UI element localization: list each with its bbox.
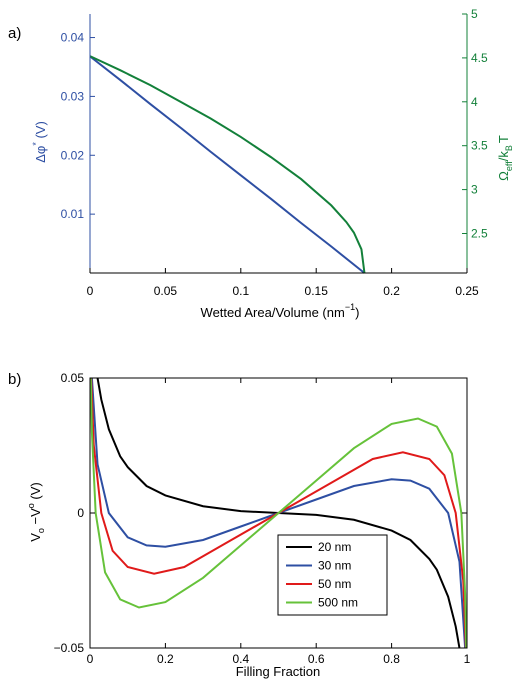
panel-b-y-axis-label-sub: o xyxy=(36,528,46,533)
panel-a-series-right-line xyxy=(89,55,366,274)
panel-b-y-axis-label: Vo −Vo (V) xyxy=(26,482,46,542)
panel-a-x-tick-label: 0.25 xyxy=(455,284,479,298)
panel-a-y-right-tick-label: 4.5 xyxy=(471,51,488,65)
panel-b-legend-entry: 50 nm xyxy=(318,577,351,591)
panel-a-y-right-ticks: 2.5 3 3.5 4 4.5 5 xyxy=(462,7,488,240)
panel-a-y-left-tick-label: 0.01 xyxy=(61,207,85,221)
panel-a-x-axis-label: Wetted Area/Volume (nm−1) xyxy=(201,302,360,320)
panel-a-x-tick-label: 0.15 xyxy=(305,284,329,298)
panel-b-legend: 20 nm 30 nm 50 nm 500 nm xyxy=(277,534,388,616)
panel-a-y-left-axis-label-sup: * xyxy=(31,142,41,146)
panel-a-x-tick-label: 0.2 xyxy=(383,284,400,298)
panel-a-x-axis-label-main: Wetted Area/Volume (nm xyxy=(201,305,345,320)
panel-a-y-left-tick-label: 0.03 xyxy=(61,89,85,103)
panel-a-x-tick-label: 0 xyxy=(87,284,94,298)
panel-b-y-axis-label-sup: o xyxy=(26,503,36,508)
panel-b-y-tick-label: 0.05 xyxy=(61,371,85,385)
panel-b-y-tick-label: −0.05 xyxy=(54,641,85,655)
panel-a-x-ticks: 0 0.05 0.1 0.15 0.2 0.25 xyxy=(87,268,479,298)
panel-b-x-tick-label: 0.4 xyxy=(232,652,249,666)
panel-a-x-axis-label-exponent: −1 xyxy=(345,302,355,312)
panel-b-x-tick-label: 0.6 xyxy=(308,652,325,666)
panel-a-y-left-axis-label-unit: (V) xyxy=(33,121,48,142)
panel-a-x-tick-label: 0.05 xyxy=(154,284,178,298)
panel-a-x-axis-label-close: ) xyxy=(355,305,359,320)
panel-b-legend-box xyxy=(277,534,388,616)
panel-a: a) 0 0.05 0.1 0.15 0.2 0.25 0.010.020.030.04 … xyxy=(8,7,514,320)
panel-b-x-ticks: 0 0.2 0.4 0.6 0.8 1 xyxy=(87,378,471,666)
panel-a-series xyxy=(89,55,366,274)
panel-b-x-tick-label: 0 xyxy=(87,652,94,666)
panel-b-y-axis-label-main: V xyxy=(28,533,43,542)
panel-a-y-right-tick-label: 5 xyxy=(471,7,478,21)
panel-b-y-axis-label-mid: −V xyxy=(28,508,43,528)
panel-b-y-tick-label: 0 xyxy=(77,506,84,520)
panel-a-y-right-axis-label: Ωeff/kBT xyxy=(496,135,514,181)
panel-b-legend-entry: 500 nm xyxy=(318,596,358,610)
panel-b-x-axis-label: Filling Fraction xyxy=(236,664,321,679)
panel-a-label: a) xyxy=(8,25,21,42)
panel-a-axes xyxy=(89,14,468,274)
panel-a-y-left-tick-label: 0.02 xyxy=(61,148,85,162)
panel-a-y-right-tick-label: 4 xyxy=(471,95,478,109)
panel-b-label: b) xyxy=(8,371,21,388)
panel-a-y-left-axis-label-main: Δφ xyxy=(33,146,48,163)
panel-a-y-right-tick-label: 3.5 xyxy=(471,139,488,153)
panel-a-x-tick-label: 0.1 xyxy=(232,284,249,298)
panel-a-y-right-axis-label-tail: T xyxy=(496,135,511,143)
panel-a-y-right-axis-label-main: Ω xyxy=(496,171,511,181)
panel-a-y-left-tick-label: 0.04 xyxy=(61,31,85,45)
panel-b-series-line-3 xyxy=(90,378,467,648)
panel-b-legend-entry: 30 nm xyxy=(318,559,351,573)
panel-a-y-right-axis-label-sub2: B xyxy=(504,145,514,151)
panel-b-x-tick-label: 0.2 xyxy=(157,652,174,666)
panel-a-y-right-axis-label-mid: /k xyxy=(496,151,511,162)
panel-b-series xyxy=(90,378,467,648)
panel-b-y-axis-label-unit: (V) xyxy=(28,482,43,503)
panel-b-x-tick-label: 1 xyxy=(464,652,471,666)
panel-a-y-left-axis-label: Δφ* (V) xyxy=(31,121,48,163)
panel-a-y-right-tick-label: 2.5 xyxy=(471,226,488,240)
panel-b-legend-entry: 20 nm xyxy=(318,540,351,554)
panel-a-y-right-tick-label: 3 xyxy=(471,183,478,197)
panel-b-y-ticks: −0.05 0 0.05 xyxy=(54,371,467,655)
panel-a-y-left-ticks: 0.01 0.02 0.03 0.04 xyxy=(61,31,95,221)
panel-a-series-left-line xyxy=(89,55,366,274)
panel-a-y-right-axis-label-sub1: eff xyxy=(504,161,514,171)
panel-b-x-tick-label: 0.8 xyxy=(383,652,400,666)
